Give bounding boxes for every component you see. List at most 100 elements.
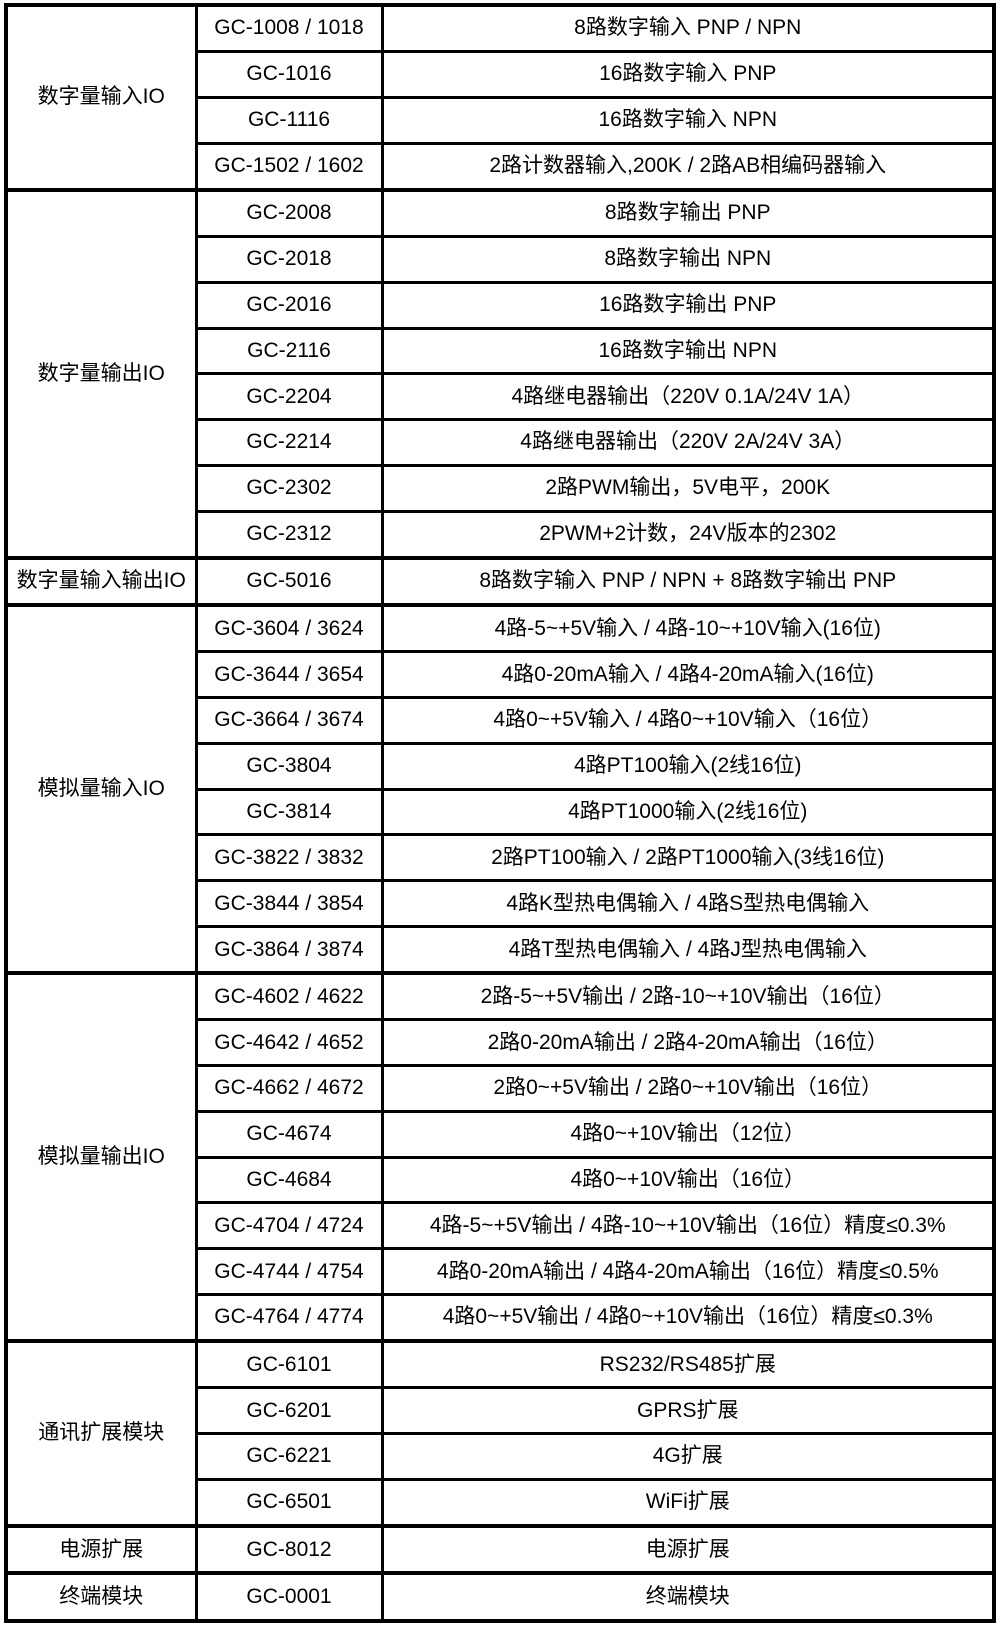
table-row: GC-2204 4路继电器输出（220V 0.1A/24V 1A） [6, 372, 996, 422]
description-cell: 2路0-20mA输出 / 2路4-20mA输出（16位） [380, 1018, 996, 1068]
model-cell: GC-3604 / 3624 [194, 603, 384, 654]
table-row: GC-6201 GPRS扩展 [6, 1386, 996, 1435]
table-row: 数字量输出IO GC-2008 8路数字输出 PNP [4, 187, 996, 560]
table-row: 数字量输入输出IO GC-5016 8路数字输入 PNP / NPN + 8路数… [4, 555, 996, 607]
model-cell: GC-4684 [194, 1155, 384, 1205]
table-row: 数字量输入IO GC-1008 / 1018 8路数字输入 PNP / NPN [4, 3, 996, 192]
description-cell: 2路PT100输入 / 2路PT1000输入(3线16位) [380, 833, 996, 883]
model-cell: GC-4642 / 4652 [194, 1018, 384, 1068]
model-cell: GC-3804 [194, 741, 384, 791]
model-cell: GC-6221 [194, 1432, 384, 1481]
table-row: GC-1502 / 1602 2路计数器输入,200K / 2路AB相编码器输入 [6, 141, 996, 192]
model-cell: GC-2016 [194, 280, 384, 330]
table-row: GC-4704 / 4724 4路-5~+5V输出 / 4路-10~+10V输出… [6, 1201, 996, 1251]
model-cell: GC-3814 [194, 787, 384, 837]
model-cell: GC-1016 [194, 50, 384, 99]
description-cell: 4G扩展 [380, 1432, 996, 1481]
model-cell: GC-4764 / 4774 [194, 1292, 384, 1343]
table-row: GC-4744 / 4754 4路0-20mA输出 / 4路4-20mA输出（1… [6, 1247, 996, 1296]
table-row: GC-3864 / 3874 4路T型热电偶输入 / 4路J型热电偶输入 [6, 925, 996, 975]
model-cell: GC-1008 / 1018 [194, 3, 384, 54]
description-cell: 16路数字输出 PNP [380, 280, 996, 330]
table-row: GC-3814 4路PT1000输入(2线16位) [6, 787, 996, 837]
description-cell: 16路数字输入 NPN [380, 95, 996, 145]
description-cell: 8路数字输入 PNP / NPN + 8路数字输出 PNP [380, 555, 996, 607]
table-row: GC-4674 4路0~+10V输出（12位） [6, 1109, 996, 1159]
table-row: GC-1116 16路数字输入 NPN [6, 95, 996, 145]
description-cell: 2路-5~+5V输出 / 2路-10~+10V输出（16位） [380, 971, 996, 1022]
model-cell: GC-3822 / 3832 [194, 833, 384, 883]
description-cell: 2路计数器输入,200K / 2路AB相编码器输入 [380, 141, 996, 192]
category-cell: 电源扩展 [4, 1523, 198, 1575]
model-cell: GC-5016 [194, 555, 384, 607]
description-cell: 4路0-20mA输入 / 4路4-20mA输入(16位) [380, 650, 996, 700]
model-cell: GC-4744 / 4754 [194, 1247, 384, 1296]
description-cell: GPRS扩展 [380, 1386, 996, 1435]
model-cell: GC-2116 [194, 326, 384, 376]
table-row: GC-2302 2路PWM输出，5V电平，200K [6, 463, 996, 513]
description-cell: 4路0~+5V输入 / 4路0~+10V输入（16位） [380, 696, 996, 745]
description-cell: 4路T型热电偶输入 / 4路J型热电偶输入 [380, 925, 996, 975]
description-cell: RS232/RS485扩展 [380, 1339, 996, 1390]
table-row: GC-3822 / 3832 2路PT100输入 / 2路PT1000输入(3线… [6, 833, 996, 883]
model-cell: GC-4662 / 4672 [194, 1064, 384, 1113]
description-cell: 4路0~+10V输出（12位） [380, 1109, 996, 1159]
table-row: GC-1016 16路数字输入 PNP [6, 50, 996, 99]
table-row: GC-2312 2PWM+2计数，24V版本的2302 [6, 509, 996, 560]
table-row: 终端模块 GC-0001 终端模块 [4, 1571, 996, 1623]
model-cell: GC-0001 [194, 1571, 384, 1623]
model-cell: GC-3844 / 3854 [194, 879, 384, 929]
table-row: GC-6221 4G扩展 [6, 1432, 996, 1481]
description-cell: 电源扩展 [380, 1523, 996, 1575]
table-row: GC-2018 8路数字输出 NPN [6, 234, 996, 284]
model-cell: GC-4704 / 4724 [194, 1201, 384, 1251]
description-cell: 4路0~+5V输出 / 4路0~+10V输出（16位）精度≤0.3% [380, 1292, 996, 1343]
table-row: 通讯扩展模块 GC-6101 RS232/RS485扩展 [4, 1339, 996, 1528]
model-cell: GC-6501 [194, 1477, 384, 1528]
description-cell: 4路-5~+5V输入 / 4路-10~+10V输入(16位) [380, 603, 996, 654]
table-row: GC-4764 / 4774 4路0~+5V输出 / 4路0~+10V输出（16… [6, 1292, 996, 1343]
table-row: GC-4684 4路0~+10V输出（16位） [6, 1155, 996, 1205]
table-row: GC-2214 4路继电器输出（220V 2A/24V 3A） [6, 418, 996, 467]
description-cell: 4路继电器输出（220V 2A/24V 3A） [380, 418, 996, 467]
description-cell: 16路数字输入 PNP [380, 50, 996, 99]
model-cell: GC-4602 / 4622 [194, 971, 384, 1022]
model-cell: GC-8012 [194, 1523, 384, 1575]
description-cell: 4路K型热电偶输入 / 4路S型热电偶输入 [380, 879, 996, 929]
table-row: GC-3804 4路PT100输入(2线16位) [6, 741, 996, 791]
description-cell: 4路0~+10V输出（16位） [380, 1155, 996, 1205]
model-cell: GC-3864 / 3874 [194, 925, 384, 975]
description-cell: 2PWM+2计数，24V版本的2302 [380, 509, 996, 560]
category-cell: 模拟量输出IO [4, 971, 198, 1343]
model-cell: GC-6201 [194, 1386, 384, 1435]
model-cell: GC-2214 [194, 418, 384, 467]
model-cell: GC-2302 [194, 463, 384, 513]
model-cell: GC-4674 [194, 1109, 384, 1159]
model-cell: GC-2204 [194, 372, 384, 422]
table-row: GC-2016 16路数字输出 PNP [6, 280, 996, 330]
model-cell: GC-3644 / 3654 [194, 650, 384, 700]
category-cell: 模拟量输入IO [4, 603, 198, 975]
category-cell: 终端模块 [4, 1571, 198, 1623]
model-cell: GC-6101 [194, 1339, 384, 1390]
table-row: GC-2116 16路数字输出 NPN [6, 326, 996, 376]
table-row: GC-4662 / 4672 2路0~+5V输出 / 2路0~+10V输出（16… [6, 1064, 996, 1113]
description-cell: 4路0-20mA输出 / 4路4-20mA输出（16位）精度≤0.5% [380, 1247, 996, 1296]
description-cell: 16路数字输出 NPN [380, 326, 996, 376]
io-module-table: 数字量输入IO GC-1008 / 1018 8路数字输入 PNP / NPN … [4, 3, 996, 1623]
table-row: GC-3844 / 3854 4路K型热电偶输入 / 4路S型热电偶输入 [6, 879, 996, 929]
model-cell: GC-1502 / 1602 [194, 141, 384, 192]
description-cell: 8路数字输入 PNP / NPN [380, 3, 996, 54]
table-row: 模拟量输入IO GC-3604 / 3624 4路-5~+5V输入 / 4路-1… [4, 603, 996, 975]
category-cell: 通讯扩展模块 [4, 1339, 198, 1528]
category-cell: 数字量输入IO [4, 3, 198, 192]
model-cell: GC-2018 [194, 234, 384, 284]
model-cell: GC-3664 / 3674 [194, 696, 384, 745]
description-cell: 4路-5~+5V输出 / 4路-10~+10V输出（16位）精度≤0.3% [380, 1201, 996, 1251]
category-cell: 数字量输入输出IO [4, 555, 198, 607]
description-cell: 8路数字输出 NPN [380, 234, 996, 284]
table-row: GC-6501 WiFi扩展 [6, 1477, 996, 1528]
description-cell: 4路PT1000输入(2线16位) [380, 787, 996, 837]
description-cell: 4路PT100输入(2线16位) [380, 741, 996, 791]
